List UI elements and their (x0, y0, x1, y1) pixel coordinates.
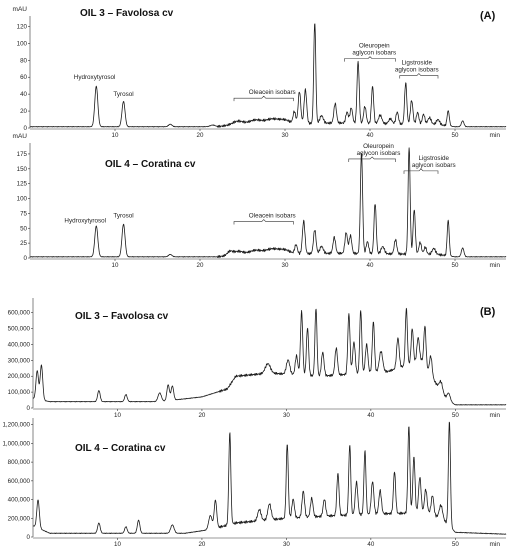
x-tick-label: 30 (283, 412, 290, 419)
y-tick-label: 100 (17, 40, 28, 47)
x-tick-label: 30 (283, 541, 290, 548)
y-tick-label: 200,000 (8, 515, 31, 522)
peak-annotation: Tyrosol (113, 213, 133, 220)
isobar-range-bracket (233, 95, 294, 102)
y-tick-label: 0 (27, 405, 31, 412)
x-tick-label: 10 (114, 541, 121, 548)
isobar-range-bracket (348, 156, 396, 162)
peak-annotation: Hydroxytyrosol (64, 217, 106, 224)
peak-annotation: Oleuropein (363, 143, 394, 150)
x-tick-label: 50 (452, 412, 459, 419)
y-tick-label: 1,200,000 (2, 422, 30, 429)
x-axis-unit: min (490, 132, 501, 139)
x-tick-label: 10 (112, 262, 119, 269)
x-tick-label: 40 (367, 132, 374, 139)
y-tick-label: 120 (17, 23, 28, 30)
x-tick-label: 20 (197, 262, 204, 269)
y-tick-label: 0 (24, 125, 28, 132)
peak-annotation: aglycon isobars (352, 50, 396, 57)
x-tick-label: 20 (197, 132, 204, 139)
panel-a-oil4-chromatogram: 0 25 50 75 100 125 150 175 10 20 30 40 50 min mAU OIL 4… (13, 133, 507, 269)
y-tick-label: 75 (20, 210, 27, 217)
x-tick-label: 50 (452, 262, 459, 269)
panel-a-oil3-chromatogram: 0 20 40 60 80 100 120 10 20 30 40 50 min mAU OIL 3 – F… (13, 6, 507, 139)
y-tick-label: 0 (27, 534, 31, 541)
y-tick-label: 400,000 (8, 341, 31, 348)
peak-annotation: Ligstroside (402, 60, 433, 67)
panel-a-label: (A) (480, 10, 496, 22)
panel-b-oil4-chromatogram: 0 200,000 400,000 600,000 800,000 1,000,000 1,… (2, 418, 507, 548)
y-tick-label: 100 (17, 196, 28, 203)
peak-annotation: Oleacein isobars (249, 89, 296, 96)
y-tick-label: 400,000 (8, 497, 31, 504)
panel-b-oil3-chromatogram: 0 100,000 200,000 300,000 400,000 500,000 600,… (8, 298, 507, 419)
x-tick-label: 40 (367, 541, 374, 548)
y-tick-label: 150 (17, 166, 28, 173)
isobar-range-bracket (233, 219, 294, 225)
chromatogram-trace (32, 421, 507, 535)
x-tick-label: 30 (282, 262, 289, 269)
x-tick-label: 30 (282, 132, 289, 139)
chromatogram-trace (29, 23, 507, 128)
peak-annotation: Hydroxytyrosol (74, 74, 116, 81)
y-tick-label: 20 (20, 108, 27, 115)
peak-annotation: Ligstroside (419, 155, 450, 162)
y-tick-label: 60 (20, 74, 27, 81)
y-tick-label: 1,000,000 (2, 440, 30, 447)
chart-title-b-oil4: OIL 4 – Coratina cv (75, 443, 166, 454)
chart-title-a-oil4: OIL 4 – Coratina cv (105, 159, 196, 170)
x-tick-label: 40 (367, 262, 374, 269)
x-axis-unit: min (490, 262, 501, 269)
x-tick-label: 50 (452, 541, 459, 548)
x-tick-label: 10 (112, 132, 119, 139)
x-tick-label: 50 (452, 132, 459, 139)
y-axis-unit: mAU (13, 133, 28, 140)
isobar-range-bracket (399, 73, 439, 79)
y-tick-label: 125 (17, 181, 28, 188)
x-axis-unit: min (490, 412, 501, 419)
chart-title-a-oil3: OIL 3 – Favolosa cv (80, 8, 174, 19)
x-tick-label: 40 (367, 412, 374, 419)
y-tick-label: 300,000 (8, 357, 31, 364)
y-tick-label: 200,000 (8, 373, 31, 380)
peak-annotation: Oleuropein (359, 43, 390, 50)
y-tick-label: 800,000 (8, 459, 31, 466)
chart-title-b-oil3: OIL 3 – Favolosa cv (75, 311, 169, 322)
isobar-range-bracket (344, 56, 396, 62)
y-tick-label: 175 (17, 151, 28, 158)
peak-annotation: aglycon isobars (395, 67, 439, 74)
x-axis-unit: min (490, 541, 501, 548)
chromatogram-trace (32, 307, 507, 406)
y-tick-label: 600,000 (8, 310, 31, 317)
peak-annotation: Oleacein isobars (249, 213, 296, 220)
x-tick-label: 20 (198, 541, 205, 548)
y-axis-unit: mAU (13, 6, 28, 13)
y-tick-label: 50 (20, 225, 27, 232)
y-tick-label: 80 (20, 57, 27, 64)
chromatogram-trace (29, 147, 507, 259)
y-tick-label: 40 (20, 91, 27, 98)
peak-annotation: aglycon isobars (412, 162, 456, 169)
y-tick-label: 0 (24, 255, 28, 262)
peak-annotation: Tyrosol (113, 91, 133, 98)
y-tick-label: 500,000 (8, 326, 31, 333)
x-tick-label: 10 (114, 412, 121, 419)
x-tick-label: 20 (198, 412, 205, 419)
isobar-range-bracket (403, 168, 439, 174)
panel-b-label: (B) (480, 306, 496, 318)
y-tick-label: 25 (20, 240, 27, 247)
y-tick-label: 100,000 (8, 389, 31, 396)
y-tick-label: 600,000 (8, 478, 31, 485)
peak-annotation: aglycon isobars (357, 150, 401, 157)
